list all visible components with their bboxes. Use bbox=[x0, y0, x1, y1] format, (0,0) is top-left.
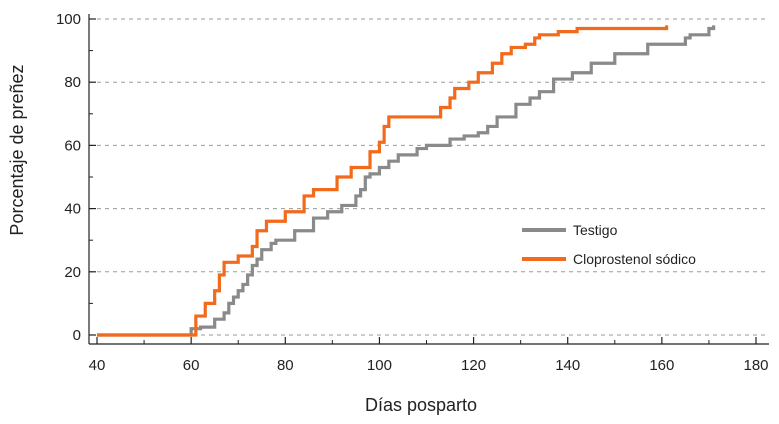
y-tick-label-60: 60 bbox=[64, 137, 81, 154]
series-lines bbox=[97, 25, 716, 337]
x-tick-label-120: 120 bbox=[461, 357, 486, 374]
x-tick-label-160: 160 bbox=[649, 357, 674, 374]
x-axis-title: Días posparto bbox=[365, 395, 477, 415]
axes: 0 20 40 60 80 100 40 60 80 100 120 140 160 180 bbox=[56, 11, 769, 374]
x-tick-label-100: 100 bbox=[367, 357, 392, 374]
series-line-cloprostenol bbox=[97, 25, 669, 337]
y-tick-label-80: 80 bbox=[64, 74, 81, 91]
legend-label-cloprostenol: Cloprostenol sódico bbox=[573, 251, 696, 267]
legend-label-testigo: Testigo bbox=[573, 222, 618, 238]
x-tick-label-140: 140 bbox=[555, 357, 580, 374]
x-tick-label-60: 60 bbox=[183, 357, 200, 374]
grid bbox=[89, 18, 769, 336]
x-tick-label-40: 40 bbox=[89, 357, 106, 374]
y-tick-label-100: 100 bbox=[56, 11, 81, 28]
x-tick-label-180: 180 bbox=[743, 357, 768, 374]
y-tick-label-20: 20 bbox=[64, 264, 81, 281]
legend: Testigo Cloprostenol sódico bbox=[522, 222, 696, 267]
x-tick-label-80: 80 bbox=[277, 357, 294, 374]
y-tick-label-40: 40 bbox=[64, 201, 81, 218]
series-line-testigo bbox=[97, 25, 716, 337]
y-tick-label-0: 0 bbox=[73, 327, 81, 344]
y-axis-title: Porcentaje de preñez bbox=[7, 64, 27, 235]
